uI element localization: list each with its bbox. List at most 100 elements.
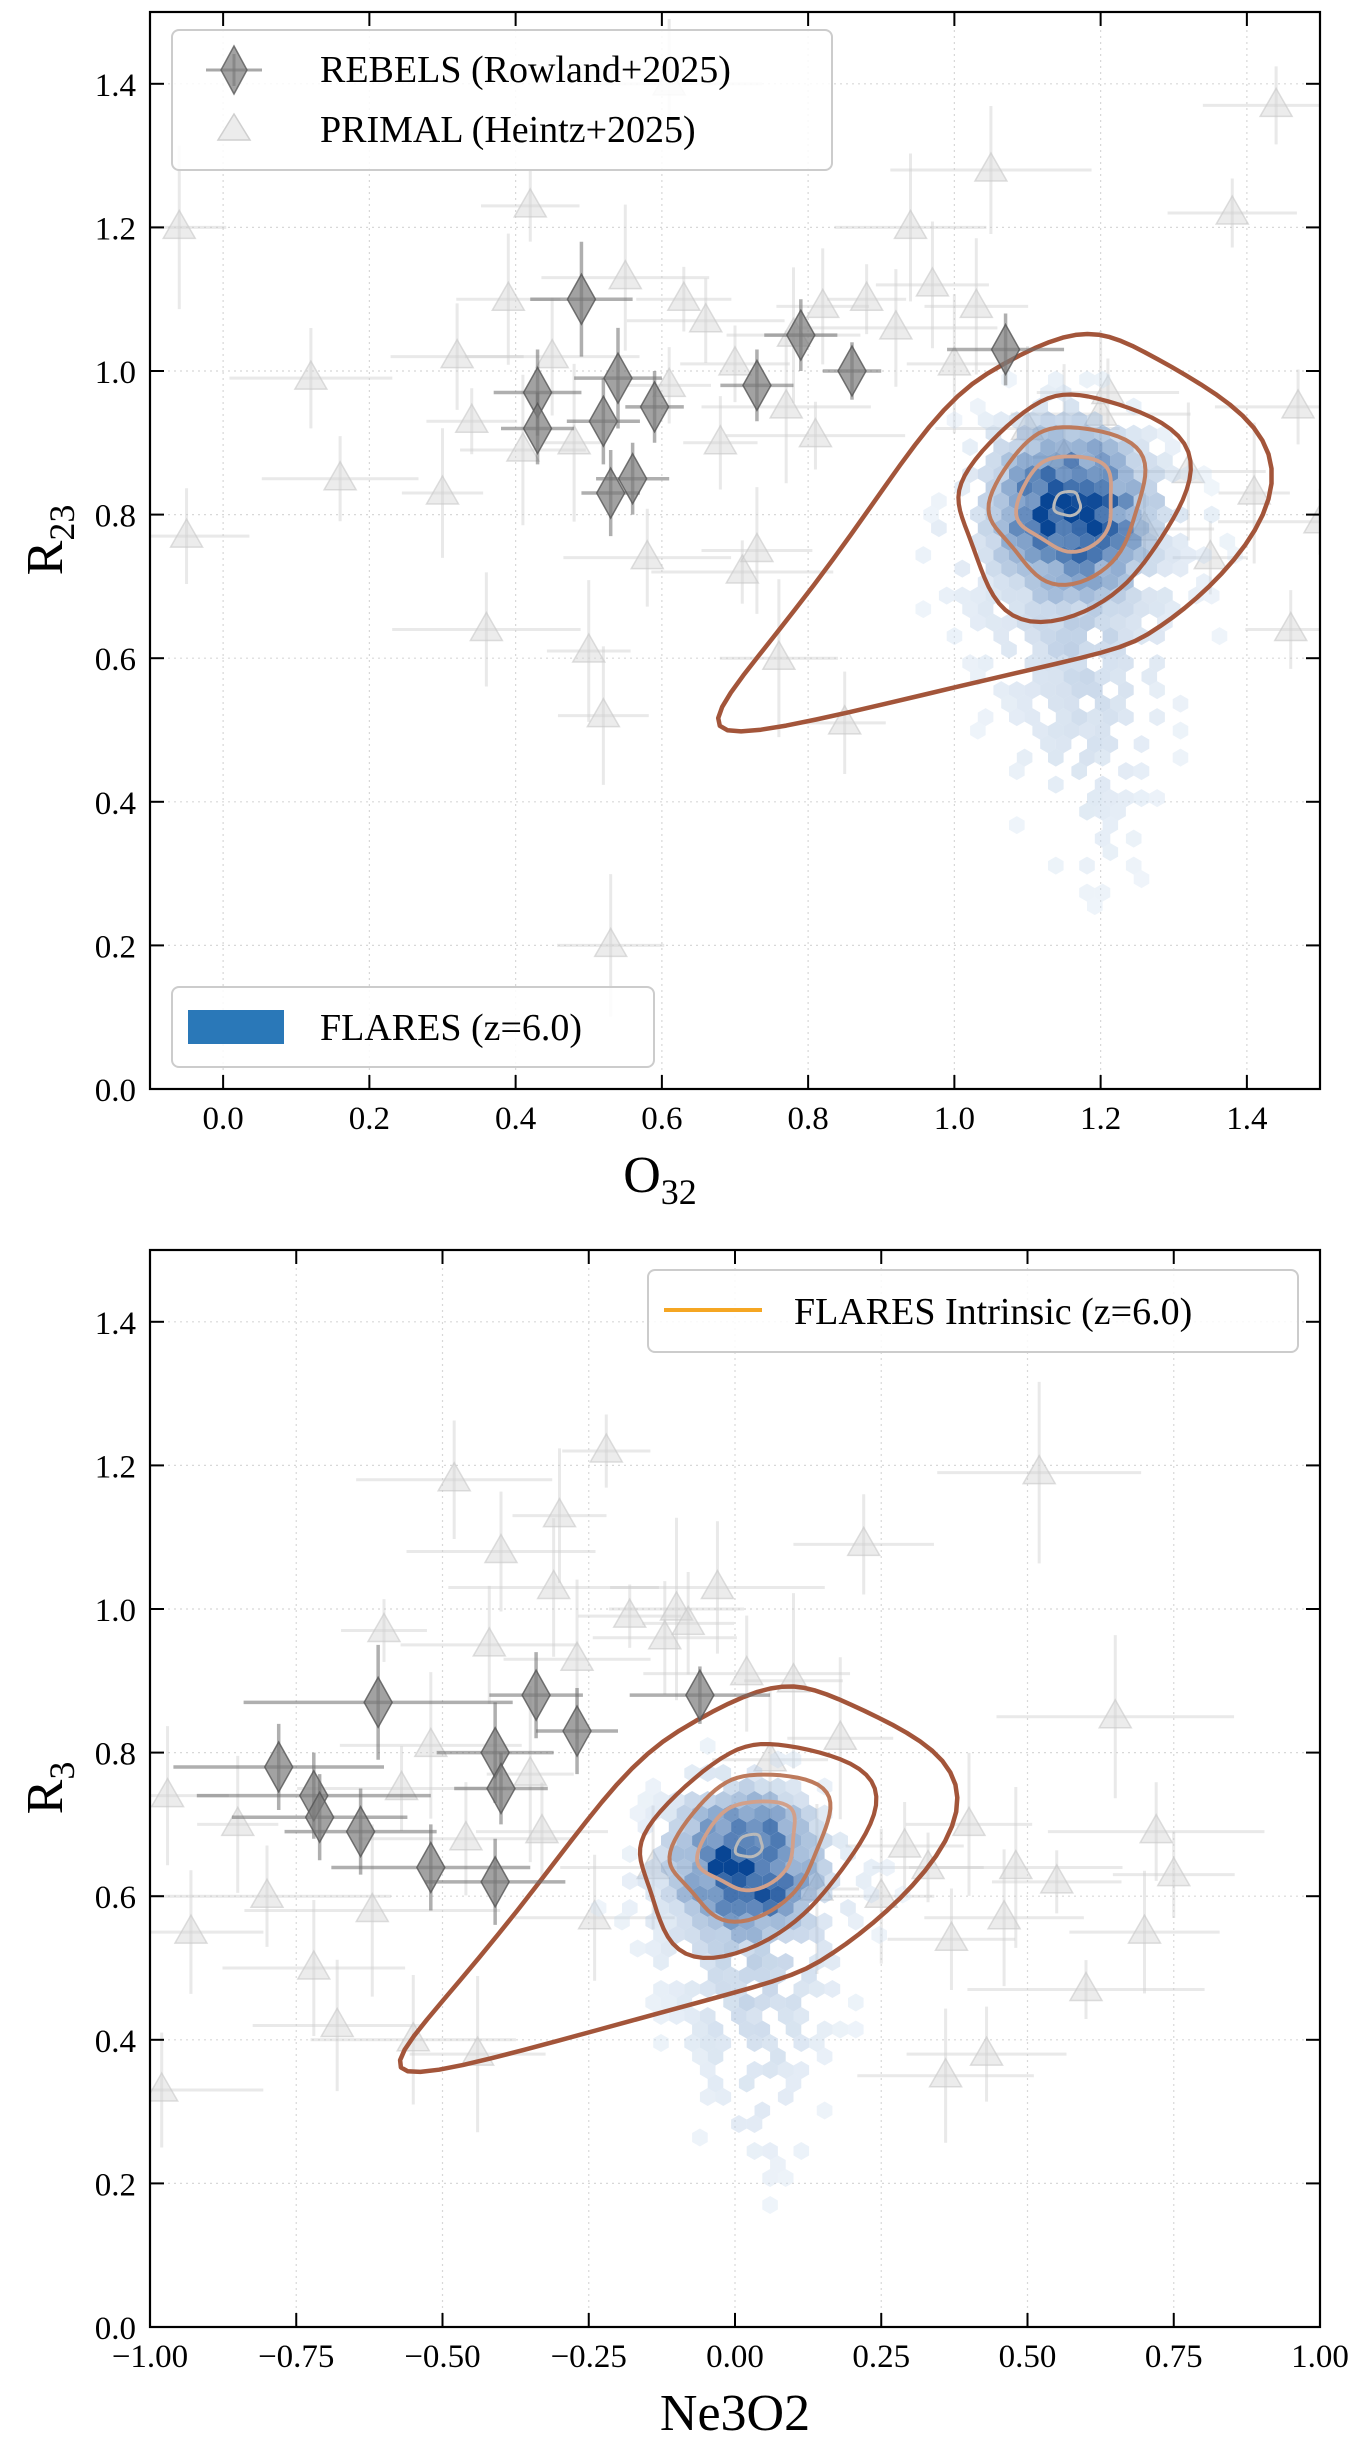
hexbin-cell [1040, 600, 1056, 619]
hexbin-cell [816, 2047, 833, 2066]
hexbin-cell [785, 2020, 802, 2039]
hexbin-cell [746, 2115, 763, 2133]
hexbin-cell [1087, 789, 1103, 808]
hexbin-cell [715, 2088, 732, 2106]
hexbin-cell [1118, 627, 1134, 646]
hexbin-cell [1032, 721, 1048, 740]
primal-point [768, 388, 804, 419]
rebels-point [639, 380, 670, 434]
hexbin-cell [1094, 505, 1111, 524]
hexbin-cell [629, 1804, 646, 1823]
primal-point [1302, 503, 1320, 534]
hexbin-cell [1087, 546, 1103, 565]
primal-point [512, 187, 548, 218]
hexbin-cell [699, 2061, 716, 2079]
hexbin-cell [946, 627, 963, 646]
primal-point [1097, 1698, 1133, 1729]
hexbin-cell [871, 1926, 887, 1944]
hexbin-cell [1164, 465, 1181, 484]
hexbin-cell [746, 2061, 763, 2079]
primal-point [366, 1612, 402, 1643]
hexbin-cell [661, 1912, 677, 1931]
hexbin-cell [1071, 411, 1087, 430]
hexbin-cell [645, 1777, 661, 1796]
hexbin-cell [1079, 883, 1095, 902]
rebels-point [837, 344, 867, 398]
hexbin-cell [723, 1966, 739, 1985]
hexbin-cell [1009, 681, 1025, 700]
hexbin-cell [977, 708, 994, 727]
hexbin-cell [1048, 748, 1064, 767]
primal-point [969, 2035, 1004, 2066]
flares-contours-bottom [397, 1684, 960, 2075]
hexbin-cell [977, 546, 994, 565]
hexbin-cell [1040, 546, 1056, 565]
hexbin-cell [637, 1791, 654, 1809]
legend-primal-marker [216, 112, 252, 141]
hexbin-cell [1094, 802, 1111, 821]
primal-point [878, 309, 914, 340]
legend-rebels-marker [206, 44, 262, 96]
hexbin-cell [1048, 721, 1064, 740]
hexbin-cell [977, 519, 994, 538]
hexbin-cell [770, 1750, 786, 1769]
hexbin-cell [1087, 438, 1103, 457]
hexbin-cell [738, 1993, 755, 2012]
hexbin-cell [1110, 802, 1126, 821]
hexbin-cell [684, 2034, 700, 2052]
hexbin-cell [723, 1993, 739, 2012]
primal-point [469, 610, 504, 642]
legend-primal-label: PRIMAL (Heintz+2025) [320, 109, 696, 151]
hexbin-cell [1118, 762, 1134, 781]
hexbin-cell [1141, 532, 1158, 551]
rebels-point [566, 272, 597, 326]
y-tick-label: 0.4 [95, 2024, 136, 2060]
hexbin-cell [777, 2169, 794, 2187]
hexbin-cell [1110, 694, 1126, 713]
hexbin-cell [1001, 694, 1017, 713]
hexbin-cell [848, 1912, 864, 1931]
hexbin-cell [1024, 492, 1041, 511]
hexbin-cell [1094, 370, 1111, 389]
hexbin-cell [809, 1818, 825, 1836]
hexbin-cell [590, 1899, 607, 1917]
hexbin-cell [1102, 735, 1119, 754]
hexbin-cell [1125, 829, 1142, 848]
hexbin-cell [1001, 559, 1017, 578]
hexbin-cell [1087, 897, 1103, 916]
hexbin-cell [832, 2020, 848, 2039]
hexbin-cell [1048, 559, 1064, 578]
hexbin-cell [931, 519, 947, 538]
hexbin-cell [653, 1872, 669, 1890]
hexbin-cell [1172, 748, 1189, 767]
primal-point [823, 1719, 858, 1750]
hexbin-cell [746, 1818, 763, 1836]
hexbin-cell [993, 627, 1009, 646]
hexbin-cell [1149, 654, 1165, 673]
hexbin-cell [1048, 775, 1064, 794]
primal-point [249, 1877, 285, 1908]
primal-point [729, 1655, 764, 1686]
hexbin-cell [762, 2196, 778, 2214]
hexbin-cell [1001, 505, 1017, 524]
hexbin-cell [746, 2034, 763, 2052]
x-tick-label: 0.2 [349, 1101, 390, 1137]
primal-point [1214, 194, 1250, 225]
hexbin-cell [840, 1899, 856, 1917]
hexbin-cell [1164, 438, 1181, 457]
primal-point [752, 1741, 788, 1772]
y-axis-label-top: R23 [17, 505, 82, 576]
hexbin-cell [863, 1858, 880, 1877]
hexbin-cell [707, 1885, 724, 1904]
hexbin-cell [993, 438, 1009, 457]
hexbin-cell [754, 1966, 771, 1985]
primal-point [717, 345, 753, 376]
legend-bottom-left: FLARES (z=6.0) [171, 986, 655, 1068]
rebels-series-top [493, 241, 1065, 537]
hexbin-cell [1063, 397, 1080, 416]
hexbin-cell [1071, 519, 1087, 538]
primal-point [491, 280, 526, 311]
x-tick-label: 0.75 [1145, 2339, 1203, 2375]
hexbin-cell [692, 2020, 708, 2039]
